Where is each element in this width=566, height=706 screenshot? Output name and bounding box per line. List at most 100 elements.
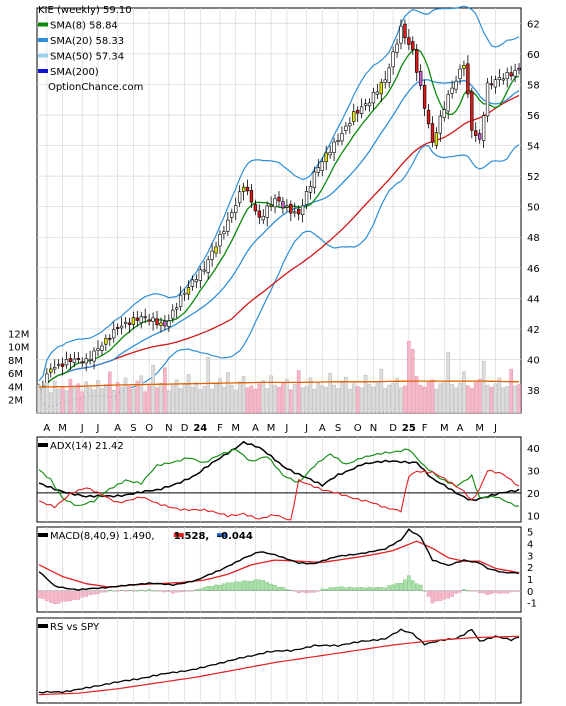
- candle-body: [127, 322, 132, 325]
- volume-bar: [170, 384, 175, 414]
- candle-body: [407, 37, 411, 45]
- rs-legend-label: RS vs SPY: [50, 622, 100, 633]
- sma20-line: [38, 79, 520, 391]
- macd-tick-label: -1: [527, 599, 537, 610]
- price-legend-swatch: [38, 22, 48, 27]
- macd-histogram-bar: [245, 580, 250, 591]
- volume-bar: [88, 385, 92, 414]
- macd-histogram-bar: [383, 587, 388, 591]
- macd-histogram-bar: [387, 585, 391, 591]
- volume-tick-label: 2M: [8, 396, 23, 407]
- candle-body: [375, 91, 380, 95]
- candle-body: [249, 190, 254, 203]
- volume-bar: [273, 384, 277, 414]
- volume-bar: [159, 382, 163, 414]
- volume-bar: [481, 360, 486, 414]
- candle-body: [344, 125, 348, 132]
- macd-histogram-bar: [202, 587, 207, 591]
- volume-bar: [379, 368, 384, 414]
- volume-bar: [316, 382, 321, 414]
- adx-frame: [36, 436, 522, 523]
- macd-histogram-bar: [489, 590, 494, 594]
- macd-histogram-bar: [371, 587, 376, 591]
- macd-histogram-bar: [237, 581, 242, 591]
- x-tick-label: O: [145, 423, 153, 434]
- macd-histogram-bar: [442, 590, 447, 600]
- x-tick-label: N: [165, 423, 172, 434]
- volume-bar: [466, 385, 470, 414]
- volume-bar: [312, 388, 317, 414]
- price-tick-label: 60: [527, 50, 540, 61]
- price-frame: [36, 7, 522, 414]
- volume-bar: [355, 386, 360, 414]
- candle-body: [277, 196, 281, 202]
- volume-bar: [249, 385, 254, 414]
- sma-long-line: [38, 94, 520, 391]
- volume-bar: [430, 379, 435, 414]
- volume-bar: [505, 386, 510, 414]
- macd-histogram-bar: [328, 587, 332, 591]
- volume-tick-label: 10M: [8, 343, 29, 354]
- macd-histogram-bar: [426, 590, 431, 597]
- adx-panel: [37, 440, 521, 521]
- candle-body: [293, 211, 297, 214]
- candle-body: [222, 231, 226, 235]
- candle-body: [163, 320, 167, 327]
- macd-histogram-bar: [375, 587, 380, 591]
- price-tick-label: 38: [527, 386, 540, 397]
- candle-body: [458, 68, 462, 80]
- volume-bar: [52, 380, 57, 414]
- macd-histogram-bar: [438, 590, 443, 602]
- volume-bar: [292, 384, 297, 414]
- macd-histogram-bar: [233, 581, 238, 591]
- candle-body: [96, 348, 100, 351]
- macd-histogram-bar: [64, 590, 69, 602]
- candle-body: [53, 366, 57, 370]
- candle-body: [139, 316, 143, 324]
- macd-histogram-bar: [206, 586, 210, 591]
- candle-body: [509, 72, 513, 77]
- candle-body: [395, 43, 399, 53]
- volume-bar: [186, 374, 191, 414]
- volume-bar: [446, 352, 451, 414]
- price-legend-swatch: [38, 38, 48, 42]
- candle-body: [182, 292, 187, 295]
- macd-histogram-bar: [336, 586, 340, 591]
- candle-body: [356, 109, 360, 114]
- macd-histogram-bar: [332, 587, 336, 591]
- macd-histogram-bar: [304, 590, 309, 594]
- candle-body: [171, 309, 175, 319]
- macd-legend-swatch: [173, 533, 184, 537]
- candle-body: [517, 67, 521, 71]
- x-tick-label: D: [181, 423, 189, 434]
- macd-legend-label: 1.528,: [174, 531, 209, 542]
- volume-bar: [320, 385, 325, 414]
- price-tick-label: 44: [527, 294, 540, 305]
- volume-bar: [174, 379, 179, 414]
- candle-body: [143, 316, 147, 319]
- macd-histogram-bar: [344, 587, 348, 591]
- candle-body: [446, 94, 450, 112]
- volume-bar: [151, 364, 155, 414]
- macd-histogram-bar: [230, 582, 234, 591]
- volume-bar: [68, 378, 73, 414]
- macd-tick-label: 3: [527, 551, 533, 562]
- volume-bar: [348, 388, 352, 414]
- volume-bar: [269, 375, 273, 414]
- candle-body: [72, 358, 77, 364]
- candle-body: [422, 85, 427, 109]
- volume-bar: [253, 388, 258, 414]
- macd-histogram-bar: [359, 587, 364, 591]
- macd-histogram-bar: [257, 579, 262, 591]
- candle-body: [489, 83, 494, 86]
- macd-histogram-bar: [403, 579, 407, 591]
- macd-tick-label: 4: [527, 540, 533, 551]
- candle-body: [403, 23, 407, 39]
- candle-body: [84, 358, 88, 364]
- macd-histogram-bar: [281, 587, 285, 591]
- volume-bar: [163, 367, 167, 414]
- x-tick-label: M: [475, 423, 484, 434]
- volume-bar: [383, 388, 388, 414]
- candle-body: [202, 269, 206, 272]
- volume-bar: [438, 383, 443, 414]
